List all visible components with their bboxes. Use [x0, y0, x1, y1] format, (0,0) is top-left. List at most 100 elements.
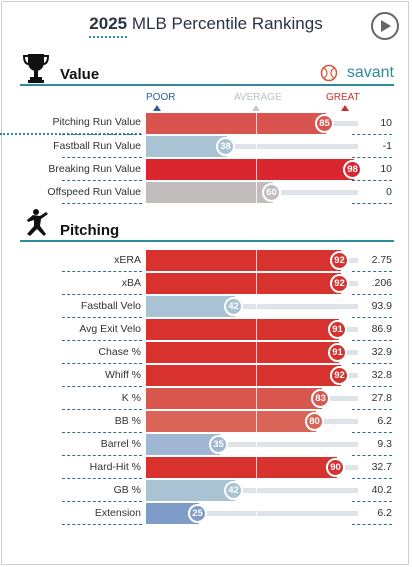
average-arrow-icon: [252, 105, 260, 111]
stat-value: -1: [382, 140, 392, 152]
row-divider: [62, 409, 142, 410]
average-line: [256, 296, 257, 317]
average-line: [256, 365, 257, 386]
value-divider: [352, 432, 392, 433]
metric-label[interactable]: xBA: [121, 277, 141, 289]
metric-row[interactable]: Extension 25 6.2: [0, 502, 412, 525]
metric-label[interactable]: Extension: [94, 507, 141, 519]
percentile-bar: [146, 503, 199, 524]
metric-row[interactable]: xBA 92 .206: [0, 272, 412, 295]
percentile-bar: [146, 273, 341, 294]
percentile-bubble: 60: [262, 183, 281, 202]
metric-row[interactable]: Avg Exit Velo 91 86.9: [0, 318, 412, 341]
metric-label[interactable]: GB %: [113, 484, 141, 496]
row-divider: [62, 134, 142, 135]
percentile-bar: [146, 342, 339, 363]
percentile-bubble: 91: [328, 320, 347, 339]
row-divider: [62, 203, 142, 204]
great-arrow-icon: [341, 105, 349, 111]
value-section-rule: [20, 84, 394, 86]
title-text: MLB Percentile Rankings: [127, 14, 323, 33]
metric-row[interactable]: Whiff % 92 32.8: [0, 364, 412, 387]
metric-label[interactable]: BB %: [114, 415, 141, 427]
value-divider: [352, 157, 392, 158]
percentile-bar: [146, 296, 235, 317]
percentile-bubble: 92: [330, 274, 349, 293]
value-divider: [352, 271, 392, 272]
row-divider: [62, 271, 142, 272]
value-divider: [352, 409, 392, 410]
row-divider: [62, 180, 142, 181]
metric-label[interactable]: Fastball Velo: [80, 300, 141, 312]
metric-row[interactable]: BB % 80 6.2: [0, 410, 412, 433]
pitching-section-header: Pitching: [20, 208, 394, 242]
stat-value: .206: [371, 277, 392, 289]
row-divider: [62, 455, 142, 456]
metric-label[interactable]: Chase %: [98, 346, 141, 358]
percentile-bar: [146, 182, 273, 203]
scale-great: GREAT: [326, 92, 360, 103]
row-divider: [62, 478, 142, 479]
metric-row[interactable]: xERA 92 2.75: [0, 249, 412, 272]
metric-label[interactable]: xERA: [114, 254, 141, 266]
row-divider: [62, 524, 142, 525]
percentile-bubble: 90: [326, 458, 345, 477]
metric-label[interactable]: Offspeed Run Value: [47, 186, 141, 198]
metric-label[interactable]: Avg Exit Velo: [79, 323, 141, 335]
baseball-icon: [320, 64, 338, 82]
row-divider: [62, 363, 142, 364]
stat-value: 6.2: [377, 507, 392, 519]
metric-row[interactable]: K % 83 27.8: [0, 387, 412, 410]
percentile-bubble: 25: [188, 504, 207, 523]
percentile-bubble: 83: [311, 389, 330, 408]
stat-value: 9.3: [377, 438, 392, 450]
value-divider: [352, 203, 392, 204]
pitching-section-rule: [20, 240, 394, 242]
value-section-title: Value: [60, 66, 100, 83]
play-button[interactable]: [371, 12, 399, 40]
percentile-bubble: 92: [330, 251, 349, 270]
average-line: [256, 273, 257, 294]
metric-label[interactable]: Barrel %: [100, 438, 141, 450]
stat-value: 40.2: [371, 484, 392, 496]
average-line: [256, 503, 257, 524]
stat-value: 10: [380, 163, 392, 175]
metric-label[interactable]: Fastball Run Value: [53, 140, 141, 152]
savant-logo-text[interactable]: savant: [346, 64, 394, 81]
stat-value: 32.7: [371, 461, 392, 473]
metric-row[interactable]: Hard-Hit % 90 32.7: [0, 456, 412, 479]
average-line: [256, 319, 257, 340]
percentile-bubble: 85: [315, 114, 334, 133]
metric-row[interactable]: Breaking Run Value 98 10: [0, 158, 412, 181]
row-divider: [62, 432, 142, 433]
metric-row[interactable]: Fastball Velo 42 93.9: [0, 295, 412, 318]
percentile-bubble: 38: [216, 137, 235, 156]
play-icon: [381, 20, 391, 32]
metric-label[interactable]: K %: [121, 392, 141, 404]
metric-row[interactable]: Pitching Run Value 85 10: [0, 112, 412, 135]
metric-row[interactable]: Barrel % 35 9.3: [0, 433, 412, 456]
average-line: [256, 113, 257, 134]
poor-arrow-icon: [153, 105, 161, 111]
trophy-icon: [22, 54, 50, 83]
average-line: [256, 182, 257, 203]
average-line: [256, 457, 257, 478]
metric-row[interactable]: Chase % 91 32.9: [0, 341, 412, 364]
pitcher-icon: [27, 209, 48, 236]
metric-label[interactable]: Whiff %: [105, 369, 141, 381]
stat-value: 0: [386, 186, 392, 198]
metric-label[interactable]: Breaking Run Value: [48, 163, 141, 175]
percentile-bubble: 35: [209, 435, 228, 454]
metric-label[interactable]: Hard-Hit %: [89, 461, 141, 473]
metric-label[interactable]: Pitching Run Value: [0, 112, 141, 135]
metric-row[interactable]: Offspeed Run Value 60 0: [0, 181, 412, 204]
percentile-bubble: 80: [305, 412, 324, 431]
scale-poor: POOR: [146, 92, 176, 103]
percentile-track: [146, 511, 358, 516]
metric-row[interactable]: Fastball Run Value 38 -1: [0, 135, 412, 158]
average-line: [256, 434, 257, 455]
metric-row[interactable]: GB % 42 40.2: [0, 479, 412, 502]
stat-value: 27.8: [371, 392, 392, 404]
row-divider: [62, 501, 142, 502]
percentile-bar: [146, 319, 339, 340]
